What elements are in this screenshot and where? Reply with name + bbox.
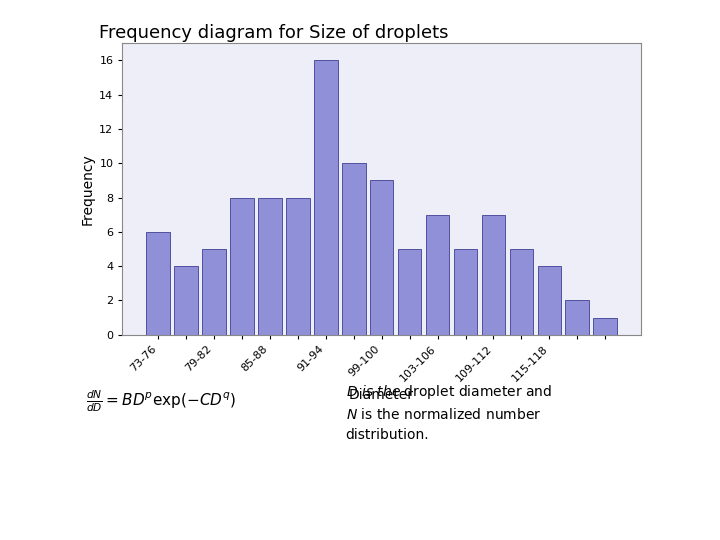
Bar xyxy=(174,266,198,335)
Bar xyxy=(482,215,505,335)
Bar xyxy=(397,249,421,335)
Text: Frequency diagram for Size of droplets: Frequency diagram for Size of droplets xyxy=(99,24,449,42)
Bar xyxy=(342,163,366,335)
Text: $\frac{dN}{dD} = BD^p \exp(-CD^q)$: $\frac{dN}{dD} = BD^p \exp(-CD^q)$ xyxy=(86,389,237,414)
Bar xyxy=(538,266,562,335)
Bar xyxy=(230,198,253,335)
Bar xyxy=(286,198,310,335)
Bar xyxy=(258,198,282,335)
Bar xyxy=(314,60,338,335)
Bar xyxy=(454,249,477,335)
Bar xyxy=(146,232,170,335)
Y-axis label: Frequency: Frequency xyxy=(81,153,95,225)
Bar xyxy=(593,318,617,335)
Bar xyxy=(369,180,394,335)
Bar xyxy=(510,249,534,335)
X-axis label: Diameter: Diameter xyxy=(349,388,414,402)
Bar xyxy=(202,249,225,335)
Bar xyxy=(565,300,589,335)
Text: $\mathit{D\ is\ the}$ droplet diameter and
$N$ is the normalized number
distribu: $\mathit{D\ is\ the}$ droplet diameter a… xyxy=(346,383,552,442)
Bar xyxy=(426,215,449,335)
